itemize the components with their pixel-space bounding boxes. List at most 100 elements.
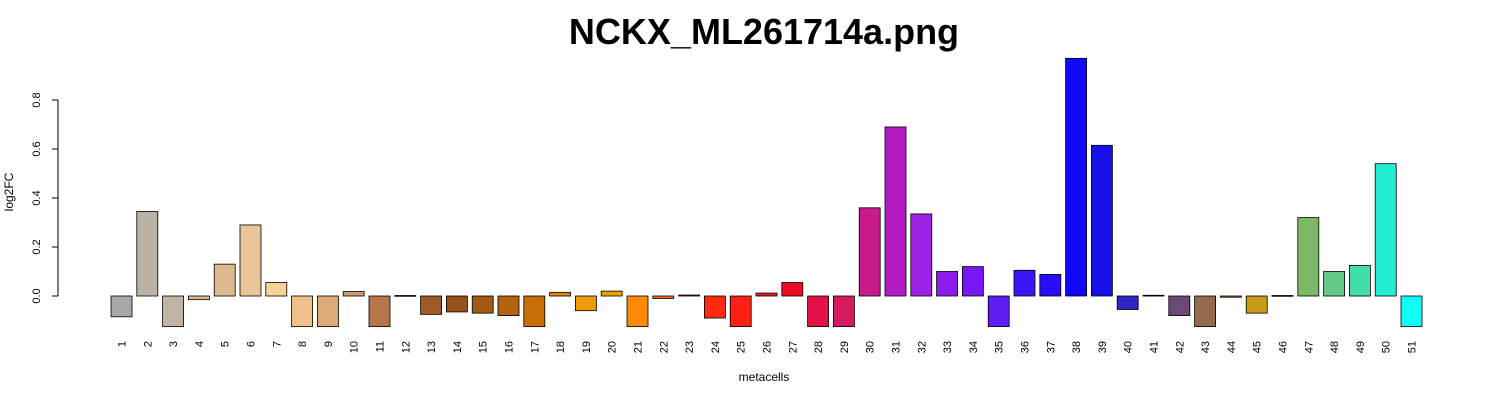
bar-46 — [1271, 295, 1294, 297]
bar-45 — [1245, 295, 1268, 314]
bar-7 — [265, 282, 288, 297]
bar-3 — [162, 295, 185, 328]
x-tick-label-30: 30 — [865, 341, 877, 353]
x-tick-label-38: 38 — [1071, 341, 1083, 353]
x-tick-label-48: 48 — [1329, 341, 1341, 353]
x-tick-label-47: 47 — [1303, 341, 1315, 353]
x-tick-label-2: 2 — [142, 341, 154, 347]
x-tick-label-11: 11 — [375, 341, 387, 352]
bar-18 — [549, 291, 571, 297]
x-tick-label-21: 21 — [633, 341, 645, 353]
bar-37 — [1039, 274, 1062, 297]
x-tick-label-42: 42 — [1174, 341, 1186, 353]
x-axis-tick-labels: 1 2 3 4 5 6 7 8 9 10 11 12 13 14 15 16 17 18 19 20 21 22 23 24 2… — [117, 341, 1419, 353]
x-tick-label-15: 15 — [478, 341, 490, 353]
y-tick-label: 0.8 — [31, 92, 43, 107]
bar-27 — [781, 282, 804, 297]
x-tick-label-45: 45 — [1252, 341, 1264, 353]
bar-31 — [884, 126, 907, 297]
bar-35 — [987, 295, 1010, 328]
x-tick-label-1: 1 — [117, 341, 129, 347]
bar-22 — [652, 295, 675, 299]
x-tick-label-13: 13 — [426, 341, 438, 353]
bar-4 — [187, 295, 210, 301]
y-tick-label: 0.6 — [31, 141, 43, 156]
bar-10 — [342, 291, 365, 297]
x-axis-label: metacells — [739, 370, 790, 384]
x-tick-label-33: 33 — [942, 341, 954, 353]
x-tick-label-31: 31 — [891, 341, 903, 353]
bar-32 — [910, 213, 933, 297]
x-tick-label-18: 18 — [555, 341, 567, 353]
bar-20 — [600, 290, 623, 297]
bar-42 — [1168, 295, 1191, 317]
x-tick-label-25: 25 — [736, 341, 748, 353]
x-tick-label-27: 27 — [787, 341, 799, 353]
bar-26 — [755, 292, 778, 297]
x-tick-label-28: 28 — [813, 341, 825, 353]
bar-33 — [936, 271, 958, 297]
bar-51 — [1400, 295, 1423, 328]
y-tick-label: 0.4 — [31, 190, 43, 205]
x-tick-label-9: 9 — [323, 341, 335, 347]
bar-39 — [1091, 144, 1113, 297]
x-tick-label-39: 39 — [1097, 341, 1109, 353]
x-tick-label-17: 17 — [529, 341, 541, 353]
bar-13 — [420, 295, 443, 315]
x-tick-label-29: 29 — [839, 341, 851, 353]
bar-28 — [807, 295, 829, 328]
x-tick-label-37: 37 — [1045, 341, 1057, 353]
bars-group — [110, 57, 1423, 328]
bar-21 — [626, 295, 649, 328]
bar-50 — [1374, 163, 1397, 297]
x-tick-label-49: 49 — [1355, 341, 1367, 353]
bar-12 — [394, 295, 417, 297]
bar-29 — [833, 295, 855, 328]
x-tick-label-8: 8 — [297, 341, 309, 347]
x-tick-label-40: 40 — [1123, 341, 1135, 353]
bar-14 — [445, 295, 468, 313]
x-tick-label-16: 16 — [504, 341, 516, 353]
bar-16 — [497, 295, 520, 317]
bar-25 — [729, 295, 752, 328]
x-tick-label-32: 32 — [916, 341, 928, 353]
bar-6 — [239, 224, 262, 297]
bar-49 — [1349, 264, 1371, 297]
bar-24 — [704, 295, 726, 319]
x-tick-label-26: 26 — [762, 341, 774, 353]
y-axis-label: log2FC — [2, 172, 16, 211]
bar-43 — [1194, 295, 1216, 328]
x-tick-label-43: 43 — [1200, 341, 1212, 353]
bar-40 — [1116, 295, 1139, 310]
bar-8 — [291, 295, 314, 328]
x-tick-label-23: 23 — [684, 341, 696, 353]
y-tick-label: 0.2 — [31, 239, 43, 254]
bar-38 — [1065, 57, 1087, 297]
bar-2 — [136, 211, 159, 297]
bar-5 — [213, 263, 236, 297]
x-tick-label-41: 41 — [1149, 341, 1161, 353]
x-tick-label-14: 14 — [452, 341, 464, 353]
bar-11 — [368, 295, 391, 328]
x-tick-label-34: 34 — [968, 341, 980, 353]
x-tick-label-22: 22 — [658, 341, 670, 353]
x-tick-label-4: 4 — [194, 341, 206, 347]
x-tick-label-24: 24 — [710, 341, 722, 353]
x-tick-label-36: 36 — [1020, 341, 1032, 353]
bar-36 — [1013, 269, 1036, 297]
x-tick-label-7: 7 — [271, 341, 283, 347]
bar-23 — [678, 294, 700, 297]
x-tick-label-10: 10 — [349, 341, 361, 353]
x-tick-label-12: 12 — [400, 341, 412, 353]
x-tick-label-5: 5 — [220, 341, 232, 347]
x-tick-label-19: 19 — [581, 341, 593, 353]
y-axis: 0.0 0.2 0.4 0.6 0.8 — [31, 92, 59, 304]
chart-title: NCKX_ML261714a.png — [569, 11, 959, 52]
bar-48 — [1323, 271, 1345, 297]
bar-19 — [575, 295, 597, 312]
x-tick-label-50: 50 — [1381, 341, 1393, 353]
bar-44 — [1220, 295, 1242, 298]
bar-41 — [1142, 294, 1165, 297]
bar-9 — [316, 295, 339, 328]
